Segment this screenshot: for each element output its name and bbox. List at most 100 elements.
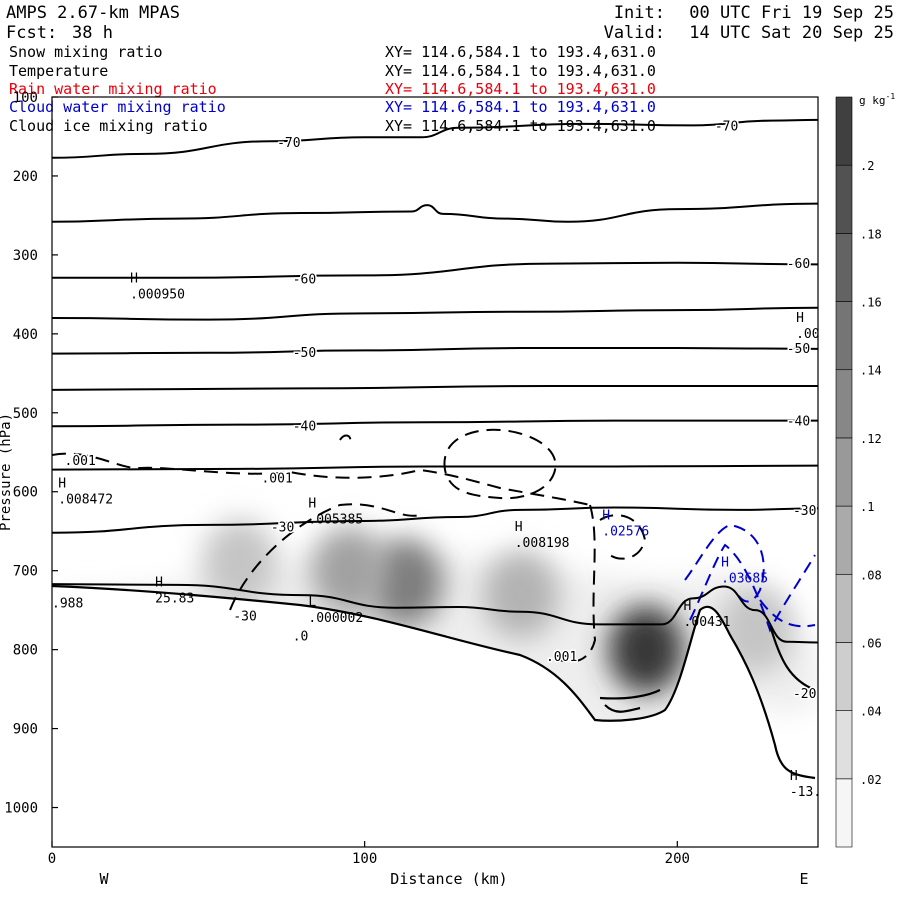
y-tick-label: 900 xyxy=(13,722,38,738)
field-name: Temperature xyxy=(9,62,108,80)
terrain-mask xyxy=(52,586,818,847)
extremum-marker: H xyxy=(308,496,316,511)
extremum-value: .00431 xyxy=(684,615,731,630)
x-axis-title: Distance (km) xyxy=(390,870,507,888)
colorbar-swatch xyxy=(835,573,853,643)
contour-label: .001 xyxy=(546,650,577,665)
extremum-value: .000950 xyxy=(130,287,185,302)
contour-label: -70 xyxy=(277,136,300,151)
contour-label: -60 xyxy=(293,273,316,288)
contour-label: .0 xyxy=(293,629,309,644)
shading-blob xyxy=(311,526,388,615)
field-xy: XY= 114.6,584.1 to 193.4,631.0 xyxy=(385,98,656,116)
colorbar-label: .18 xyxy=(860,227,882,241)
contour-label: -50 xyxy=(293,346,316,361)
y-tick-label: 400 xyxy=(13,327,38,343)
field-xy: XY= 114.6,584.1 to 193.4,631.0 xyxy=(385,80,656,98)
snow-contour xyxy=(443,428,557,500)
colorbar-unit: g kg-1 xyxy=(859,92,895,107)
snow-contour xyxy=(52,452,591,506)
colorbar: .02 .04 .06 .08 .1 .12 .14 .16 .18 .2 xyxy=(835,96,882,848)
colorbar-label: .1 xyxy=(860,500,874,514)
extremum-value: .008472 xyxy=(58,493,113,508)
colorbar-label: .02 xyxy=(860,773,882,787)
temperature-contour xyxy=(52,347,818,355)
extremum-value: .000002 xyxy=(308,611,363,626)
temperature-contour xyxy=(52,118,818,159)
contour-label: -70 xyxy=(715,119,738,134)
terrain-edge xyxy=(52,584,816,780)
contour-label: -20 xyxy=(793,687,816,702)
colorbar-label: .14 xyxy=(860,364,882,378)
x-axis: 0 100 200 xyxy=(48,841,690,867)
init-value: 00 UTC Fri 19 Sep 25 xyxy=(689,3,894,23)
snow-contours xyxy=(52,428,647,663)
y-tick-label: 800 xyxy=(13,643,38,659)
shading-blob xyxy=(608,605,685,694)
extremum-marker: H xyxy=(130,271,138,286)
cloud-water-contour xyxy=(689,543,816,633)
colorbar-swatch xyxy=(835,301,853,371)
temperature-contour xyxy=(52,384,818,391)
x-tick-label: 100 xyxy=(352,851,377,867)
terrain-line xyxy=(599,689,661,700)
temperature-contour xyxy=(52,202,818,223)
cloud-water-contour xyxy=(759,599,816,628)
y-tick-label: 200 xyxy=(13,169,38,185)
contour-label: .988 xyxy=(52,596,83,611)
temperature-contour xyxy=(52,261,818,279)
contour-label: -30 xyxy=(793,504,816,519)
x-tick-label: 200 xyxy=(665,851,690,867)
colorbar-swatch xyxy=(835,505,853,575)
extremum-marker: H xyxy=(790,769,798,784)
field-name: Rain water mixing ratio xyxy=(9,80,217,98)
temperature-contour xyxy=(52,464,818,471)
terrain-line xyxy=(52,584,816,780)
terrain-line xyxy=(768,624,816,692)
contour-label: -50 xyxy=(787,342,810,357)
field-name: Cloud ice mixing ratio xyxy=(9,117,208,135)
colorbar-label: .06 xyxy=(860,636,882,650)
shading-blob xyxy=(201,518,278,607)
temperature-contours xyxy=(52,118,818,644)
y-tick-label: 1000 xyxy=(4,801,38,817)
cloud-water-contours xyxy=(684,523,816,633)
extremum-marker: H xyxy=(515,520,523,535)
y-tick-label: 600 xyxy=(13,485,38,501)
plot-frame xyxy=(51,96,819,848)
colorbar-swatch xyxy=(835,710,853,780)
colorbar-swatch xyxy=(835,164,853,234)
contour-label: -30 xyxy=(233,610,256,625)
extremum-value: .008198 xyxy=(515,536,570,551)
extremum-marker: H xyxy=(721,556,729,571)
extremum-value: 25.83 xyxy=(155,591,194,606)
terrain-line xyxy=(604,704,641,713)
temperature-contour xyxy=(52,306,818,321)
field-name: Snow mixing ratio xyxy=(9,43,163,61)
snow-contour xyxy=(599,514,647,560)
contour-label: -40 xyxy=(787,415,810,430)
cloud-water-contour xyxy=(684,523,765,603)
temperature-contour xyxy=(52,583,818,644)
valid-label: Valid: xyxy=(604,23,665,43)
y-tick-label: 100 xyxy=(13,90,38,106)
contour-label: -30 xyxy=(271,520,294,535)
contour-label: .001 xyxy=(261,472,292,487)
extremum-marker: H xyxy=(602,508,610,523)
x-tick-label: 0 xyxy=(48,851,56,867)
colorbar-label: .2 xyxy=(860,159,874,173)
colorbar-swatch xyxy=(835,96,853,166)
extremum-value: .02576 xyxy=(602,524,649,539)
y-tick-label: 700 xyxy=(13,564,38,580)
model-title: AMPS 2.67-km MPAS xyxy=(6,3,180,23)
snow-contour xyxy=(559,504,597,663)
extremum-marker: H xyxy=(796,311,804,326)
colorbar-swatch xyxy=(835,233,853,302)
contour-labels: -70 -70 -60 -60 -50 -50 -40 -40 -30 -30 -30 -20 .001… xyxy=(52,118,818,704)
temperature-contour xyxy=(52,506,818,534)
field-legend: Snow mixing ratio XY= 114.6,584.1 to 193… xyxy=(9,43,656,135)
colorbar-swatch xyxy=(835,369,853,439)
extremum-value: .0000 xyxy=(796,327,835,342)
east-label: E xyxy=(799,870,808,888)
